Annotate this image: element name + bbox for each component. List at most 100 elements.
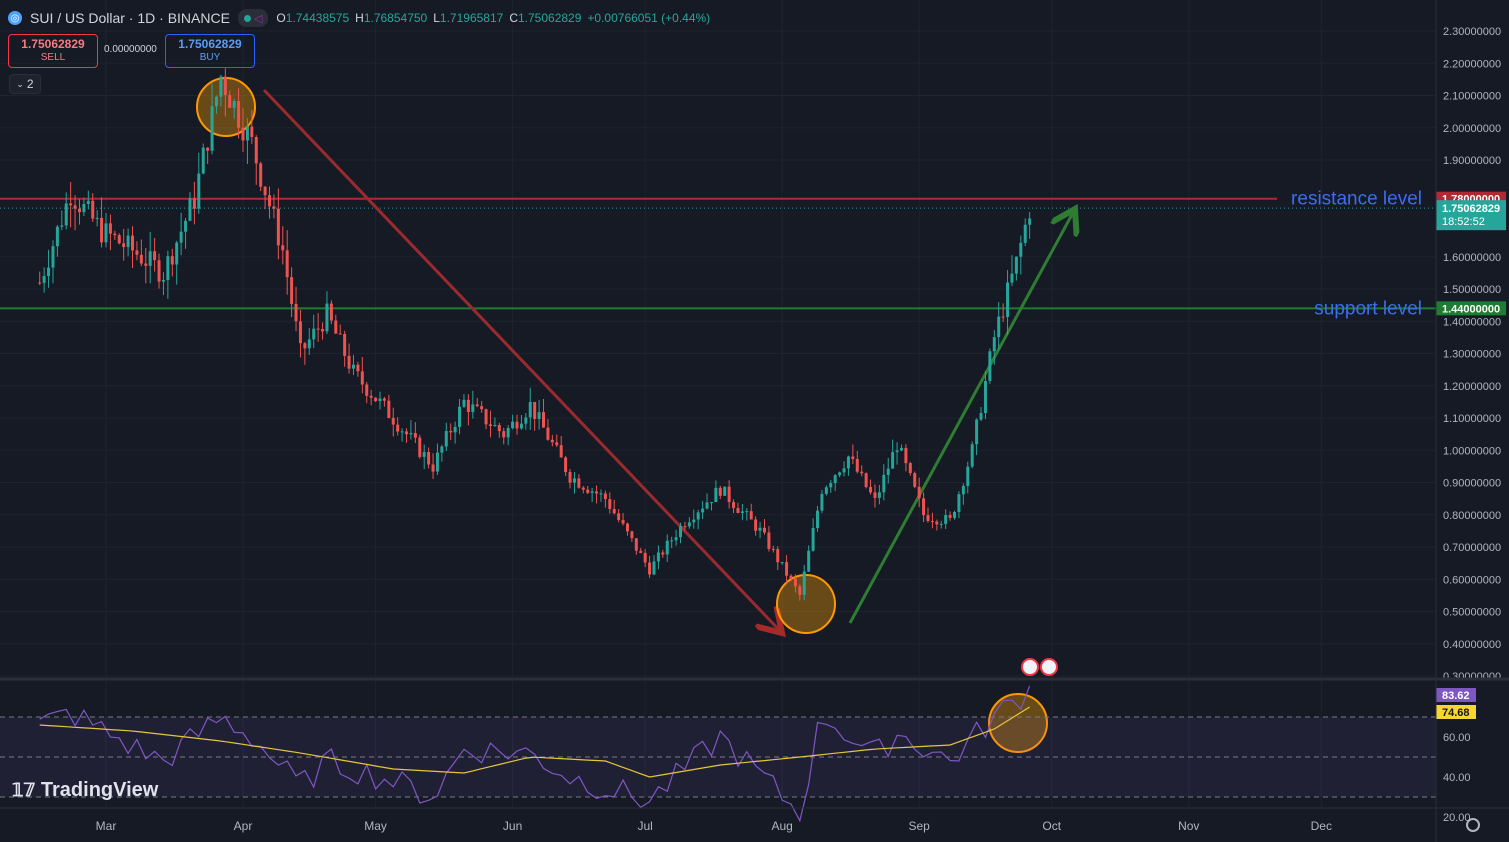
candle-body: [899, 447, 903, 451]
candle-body: [307, 339, 311, 349]
price-tick-label: 0.80000000: [1443, 510, 1501, 522]
candle-body: [51, 246, 55, 268]
us-flag-event-icon[interactable]: [1021, 658, 1039, 676]
rsi-ma-line: [39, 706, 1030, 778]
price-tick-label: 2.10000000: [1443, 91, 1501, 103]
price-tick-label: 1.30000000: [1443, 349, 1501, 361]
candle-body: [546, 427, 550, 440]
price-tick-label: 1.60000000: [1443, 252, 1501, 264]
candle-body: [661, 552, 665, 555]
candle-body: [913, 473, 917, 487]
candle-body: [648, 562, 652, 575]
candle-body: [581, 487, 585, 490]
symbol-title[interactable]: SUI / US Dollar · 1D · BINANCE: [30, 10, 230, 26]
candle-body: [1019, 242, 1023, 257]
candle-body: [997, 316, 1001, 338]
market-status-pill[interactable]: ◁: [237, 9, 269, 27]
candle-body: [652, 561, 656, 575]
price-tick-label: 0.40000000: [1443, 639, 1501, 651]
sui-logo-icon: ◎: [8, 11, 22, 25]
time-tick-label: Oct: [1042, 819, 1061, 833]
candle-body: [334, 320, 338, 334]
candle-body: [1028, 218, 1032, 225]
candle-body: [625, 523, 629, 532]
candle-body: [453, 426, 457, 433]
candle-body: [488, 424, 492, 427]
symbol-header: ◎ SUI / US Dollar · 1D · BINANCE ◁ O1.74…: [8, 8, 710, 28]
candle-body: [272, 206, 276, 209]
candle-body: [206, 147, 210, 151]
candle-body: [670, 540, 674, 542]
candle-body: [139, 254, 143, 264]
candle-body: [435, 452, 439, 472]
candle-body: [789, 575, 793, 579]
time-tick-label: Jul: [637, 819, 652, 833]
candle-body: [144, 263, 148, 266]
candle-body: [64, 203, 68, 226]
candle-body: [762, 527, 766, 533]
candle-body: [886, 468, 890, 475]
buy-button[interactable]: 1.75062829 BUY: [165, 34, 255, 68]
candle-body: [135, 250, 139, 255]
price-tick-label: 2.30000000: [1443, 26, 1501, 38]
candle-body: [740, 511, 744, 513]
candle-body: [869, 487, 873, 493]
candle-body: [511, 421, 515, 429]
candle-body: [665, 540, 669, 555]
ohlc-c: C1.75062829: [509, 11, 582, 25]
candle-body: [904, 447, 908, 464]
time-tick-label: Aug: [771, 819, 792, 833]
candle-body: [617, 513, 621, 520]
candle-body: [816, 510, 820, 529]
candle-body: [727, 486, 731, 503]
uptrend-arrow: [848, 209, 1075, 624]
price-tick-label: 0.70000000: [1443, 542, 1501, 554]
candle-body: [891, 452, 895, 469]
price-tick-label: 1.20000000: [1443, 381, 1501, 393]
settings-gear-icon[interactable]: [1466, 818, 1480, 832]
candle-body: [285, 250, 289, 278]
candle-body: [413, 433, 417, 438]
candle-body: [1023, 224, 1027, 243]
candle-body: [758, 527, 762, 531]
candle-body: [188, 198, 192, 221]
candle-body: [718, 487, 722, 496]
candle-body: [431, 464, 435, 472]
candle-body: [506, 428, 510, 438]
candle-body: [811, 528, 815, 551]
indicator-collapse-button[interactable]: ⌄ 2: [9, 74, 41, 94]
candle-body: [100, 217, 104, 243]
candle-body: [855, 458, 859, 472]
candle-body: [679, 526, 683, 538]
candle-body: [542, 412, 546, 428]
indicator-icon: ◁: [253, 12, 263, 25]
highlight-circle: [988, 693, 1048, 753]
candle-body: [250, 126, 254, 138]
candle-body: [612, 508, 616, 514]
time-tick-label: Nov: [1178, 819, 1199, 833]
candle-body: [475, 404, 479, 407]
candle-body: [696, 512, 700, 520]
candle-body: [528, 401, 532, 418]
candle-body: [833, 475, 837, 484]
rsi-tick-label: 20.00: [1443, 812, 1471, 824]
candle-body: [877, 492, 881, 498]
us-flag-event-icon[interactable]: [1040, 658, 1058, 676]
sell-button[interactable]: 1.75062829 SELL: [8, 34, 98, 68]
candle-body: [674, 537, 678, 541]
candle-body: [922, 498, 926, 516]
candle-body: [462, 399, 466, 407]
candle-body: [179, 231, 183, 243]
candle-body: [988, 351, 992, 381]
candle-body: [312, 328, 316, 340]
candle-body: [1010, 273, 1014, 283]
candle-body: [515, 421, 519, 429]
candle-body: [122, 243, 126, 248]
candle-body: [175, 242, 179, 265]
candle-body: [365, 384, 369, 396]
candle-body: [325, 303, 329, 332]
candle-body: [201, 147, 205, 174]
price-tick-label: 1.40000000: [1443, 316, 1501, 328]
candle-body: [480, 406, 484, 410]
